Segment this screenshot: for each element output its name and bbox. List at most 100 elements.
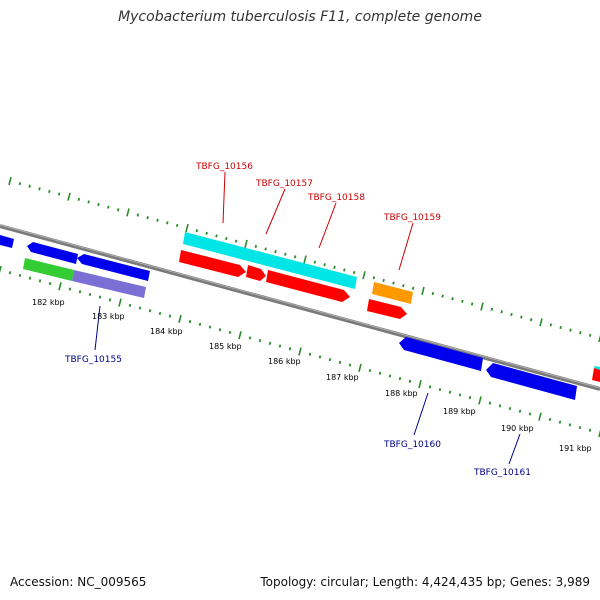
scale-label: 191 kbp (559, 444, 592, 453)
minor-tick (195, 229, 199, 233)
minor-tick (500, 310, 503, 314)
minor-tick (138, 306, 142, 310)
gene-labels: TBFG_10156 TBFG_10157 TBFG_10158 TBFG_10… (64, 162, 531, 478)
major-tick (598, 429, 600, 438)
minor-tick (158, 311, 162, 316)
gene-arrow-reverse[interactable] (23, 258, 74, 281)
minor-tick (411, 286, 415, 290)
minor-tick (510, 312, 513, 317)
gene-arrow-reverse[interactable] (399, 337, 483, 371)
gene-label-reverse[interactable]: TBFG_10161 (473, 468, 531, 478)
minor-tick (428, 385, 432, 389)
minor-tick (57, 192, 61, 196)
major-tick (418, 380, 422, 389)
minor-tick (333, 265, 336, 269)
major-tick (298, 347, 302, 356)
minor-tick (338, 360, 342, 364)
minor-tick (579, 331, 582, 335)
gene-arrow-forward[interactable] (266, 270, 350, 302)
minor-tick (234, 239, 238, 243)
minor-tick (268, 341, 272, 345)
minor-tick (28, 276, 32, 280)
minor-tick (328, 358, 332, 362)
minor-tick (372, 276, 376, 280)
gene-arrow-forward[interactable] (592, 368, 600, 382)
minor-tick (264, 247, 267, 251)
minor-tick (278, 344, 282, 348)
inner-tick-ring (0, 265, 600, 438)
minor-tick (87, 200, 90, 204)
minor-tick (578, 425, 582, 430)
gene-arrow-forward[interactable] (246, 265, 266, 281)
minor-tick (28, 184, 31, 188)
minor-tick (215, 234, 218, 238)
minor-tick (205, 231, 208, 235)
major-tick (539, 318, 543, 327)
minor-tick (156, 218, 159, 222)
gene-arrow-forward[interactable] (367, 299, 407, 319)
minor-tick (382, 278, 385, 283)
minor-tick (254, 244, 258, 249)
scale-label: 188 kbp (385, 389, 418, 398)
minor-tick (293, 255, 297, 259)
minor-tick (343, 268, 346, 272)
minor-tick (323, 263, 326, 267)
gene-arrow-reverse[interactable] (72, 270, 146, 298)
minor-tick (488, 401, 492, 405)
label-leaders (94, 171, 521, 465)
minor-tick (402, 284, 405, 288)
minor-tick (48, 189, 51, 194)
major-tick (538, 412, 542, 421)
gene-arrow-forward[interactable] (372, 282, 413, 304)
minor-tick (274, 250, 277, 254)
gene-arrow-forward[interactable] (179, 250, 246, 277)
major-tick (238, 331, 242, 340)
gene-features (0, 232, 600, 400)
major-tick (362, 271, 366, 280)
minor-tick (568, 423, 572, 427)
minor-tick (368, 368, 372, 373)
scale-label: 187 kbp (326, 373, 359, 382)
scale-label: 183 kbp (92, 312, 125, 321)
minor-tick (441, 294, 444, 298)
minor-tick (258, 339, 262, 343)
minor-tick (248, 336, 252, 340)
gene-arrow-forward[interactable] (183, 232, 357, 289)
gene-label-forward[interactable]: TBFG_10157 (255, 179, 313, 189)
minor-tick (77, 197, 81, 201)
minor-tick (569, 328, 572, 332)
minor-tick (378, 371, 382, 375)
major-tick (303, 255, 307, 264)
gene-label-reverse[interactable]: TBFG_10155 (64, 355, 122, 365)
minor-tick (520, 315, 523, 319)
minor-tick (558, 420, 562, 424)
gene-label-forward[interactable]: TBFG_10156 (195, 162, 253, 172)
gene-arrow-reverse[interactable] (486, 363, 577, 400)
minor-tick (208, 325, 212, 329)
minor-tick (451, 297, 454, 301)
minor-tick (18, 182, 22, 186)
minor-tick (78, 290, 82, 294)
map-title: Mycobacterium tuberculosis F11, complete… (118, 9, 482, 25)
minor-tick (468, 396, 472, 400)
minor-tick (148, 309, 152, 313)
major-tick (185, 224, 189, 233)
minor-tick (318, 355, 322, 359)
minor-tick (38, 279, 42, 283)
gene-arrow-reverse[interactable] (77, 254, 150, 281)
major-tick (178, 314, 182, 323)
gene-label-forward[interactable]: TBFG_10159 (383, 213, 441, 223)
minor-tick (98, 295, 102, 299)
minor-tick (490, 307, 494, 311)
minor-tick (97, 202, 100, 207)
major-tick (0, 265, 2, 274)
major-tick (58, 282, 62, 291)
minor-tick (108, 298, 112, 302)
gene-arrow-reverse[interactable] (0, 235, 14, 248)
minor-tick (518, 409, 522, 413)
gene-arrow-reverse[interactable] (27, 242, 78, 264)
minor-tick (198, 322, 202, 326)
gene-label-reverse[interactable]: TBFG_10160 (383, 440, 441, 450)
gene-label-forward[interactable]: TBFG_10158 (307, 193, 365, 203)
